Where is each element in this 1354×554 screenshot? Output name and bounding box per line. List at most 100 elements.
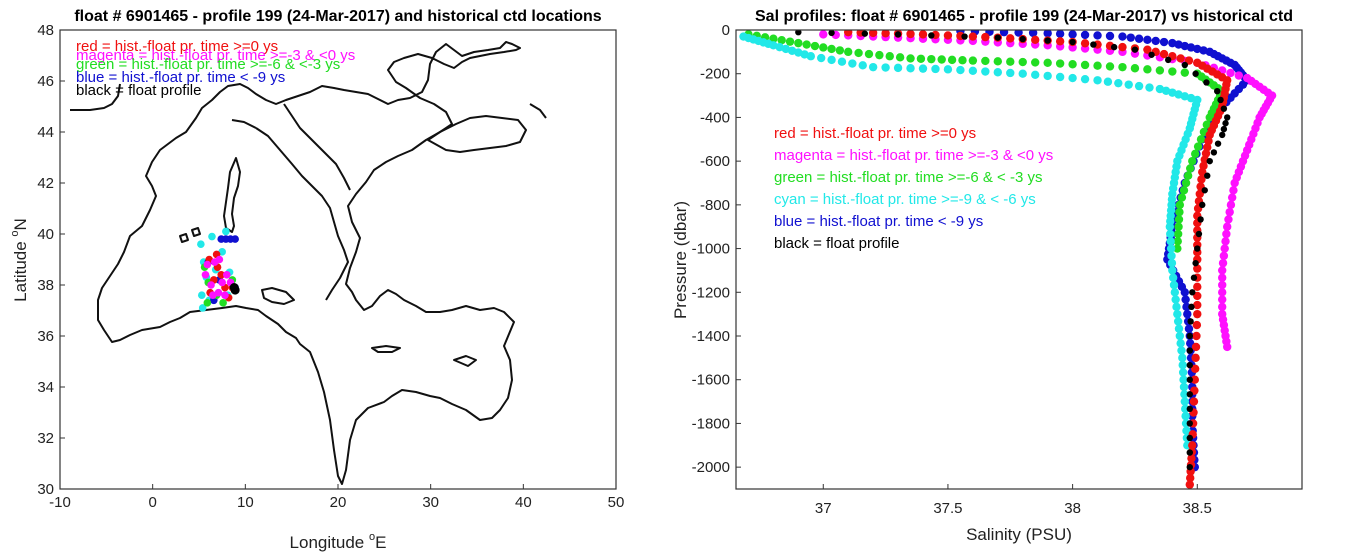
sal-point-cyan (806, 52, 816, 61)
sal-point-blue (1151, 36, 1160, 46)
sal-point-magenta (1218, 288, 1227, 297)
salinity-xlabel: Salinity (PSU) (966, 525, 1072, 544)
sal-point-green (1130, 64, 1140, 73)
sal-point-black (861, 30, 869, 37)
map-point-cyan (208, 232, 216, 241)
sal-point-green (854, 48, 863, 58)
sal-point-magenta (1218, 273, 1227, 282)
sal-point-cyan (1124, 80, 1133, 89)
sal-point-cyan (906, 64, 915, 73)
sal-point-green (1173, 244, 1182, 253)
sal-point-black (1069, 38, 1076, 46)
sal-point-green (1018, 57, 1027, 67)
sal-point-black (1186, 463, 1193, 471)
sal-point-cyan (968, 66, 978, 76)
map-ytick-label: 48 (37, 22, 54, 39)
sal-point-black (1201, 187, 1208, 194)
sal-point-green (1175, 207, 1184, 217)
sal-point-green (810, 41, 820, 51)
sal-point-black (1194, 245, 1201, 252)
sal-legend-green: green = hist.-float pr. time >=-6 & < -3… (774, 169, 1042, 186)
sal-point-red (1197, 175, 1206, 184)
sal-point-black (1090, 41, 1097, 48)
sal-point-cyan (1178, 353, 1187, 363)
sal-point-black (1186, 449, 1193, 456)
sal-point-red (1143, 45, 1152, 54)
sal-point-black (1204, 172, 1211, 179)
sal-point-black (1181, 61, 1189, 69)
sal-point-cyan (1179, 375, 1188, 384)
sal-point-green (1181, 178, 1191, 188)
sal-point-green (1068, 60, 1077, 69)
map-point-magenta (223, 271, 231, 279)
sal-point-cyan (881, 63, 890, 72)
sal-point-black (828, 30, 835, 37)
map-point-magenta (215, 255, 224, 264)
sal-point-green (993, 57, 1003, 66)
sal-point-magenta (1224, 215, 1233, 224)
sal-point-black (1190, 274, 1198, 281)
sal-point-black (1199, 201, 1206, 209)
sal-point-green (1193, 142, 1203, 151)
map-ylabel-sup: o (9, 230, 21, 236)
sal-point-red (1185, 480, 1194, 489)
sal-point-cyan (1114, 78, 1123, 88)
map-ylabel-text: Latitude (11, 241, 30, 302)
sal-point-black (1186, 391, 1193, 398)
map-xlabel-sup: o (369, 531, 375, 543)
sal-ytick-label: -1600 (692, 372, 730, 389)
sal-point-cyan (893, 63, 903, 73)
sal-point-cyan (1171, 295, 1180, 304)
sal-point-red (1191, 342, 1201, 352)
sal-point-green (1006, 57, 1015, 66)
sal-point-black (1219, 131, 1226, 139)
sal-point-magenta (1219, 251, 1229, 261)
sal-point-red (1193, 291, 1202, 301)
map-point-cyan (197, 291, 206, 300)
sal-point-cyan (993, 68, 1003, 77)
map-points-layer (197, 227, 240, 312)
sal-ytick-label: -800 (700, 197, 730, 214)
sal-point-red (1118, 42, 1127, 52)
map-xtick-label: 10 (237, 494, 254, 511)
map-point-cyan (198, 304, 207, 312)
sal-point-green (1174, 215, 1184, 224)
sal-point-cyan (1175, 331, 1185, 341)
sal-point-black (1186, 434, 1193, 442)
sal-point-red (1055, 37, 1065, 46)
sal-point-black (1223, 114, 1231, 121)
sal-point-cyan (848, 59, 857, 68)
sal-point-cyan (1165, 222, 1175, 231)
sal-point-red (1190, 375, 1199, 384)
sal-point-green (895, 53, 905, 62)
map-title: float # 6901465 - profile 199 (24-Mar-20… (74, 8, 601, 25)
sal-point-black (1203, 79, 1210, 86)
sal-point-green (1190, 149, 1200, 159)
sal-point-cyan (956, 65, 965, 75)
map-ytick-label: 40 (37, 226, 54, 243)
sal-point-cyan (1166, 244, 1176, 253)
map-ytick-label: 44 (37, 124, 54, 141)
sal-point-black (1206, 157, 1213, 165)
coastline (70, 41, 547, 485)
sal-point-cyan (1181, 404, 1190, 414)
salinity-points-layer (739, 30, 1277, 489)
sal-point-cyan (931, 64, 940, 74)
map-point-green (203, 299, 212, 307)
sal-point-cyan (1176, 339, 1185, 348)
sal-point-magenta (1222, 229, 1231, 239)
sal-point-green (827, 44, 836, 54)
sal-ytick-label: -400 (700, 109, 730, 126)
map-point-magenta (218, 278, 226, 287)
sal-point-magenta (1218, 302, 1227, 312)
sal-point-black (1186, 361, 1193, 369)
sal-point-magenta (1227, 193, 1237, 202)
sal-point-green (1180, 68, 1190, 77)
sal-point-red (906, 30, 915, 39)
sal-point-cyan (1167, 251, 1176, 261)
sal-point-red (868, 30, 878, 38)
sal-point-cyan (1182, 426, 1191, 435)
sal-point-green (927, 54, 936, 64)
map-ytick-label: 34 (37, 379, 54, 396)
sal-ytick-label: -1400 (692, 328, 730, 345)
